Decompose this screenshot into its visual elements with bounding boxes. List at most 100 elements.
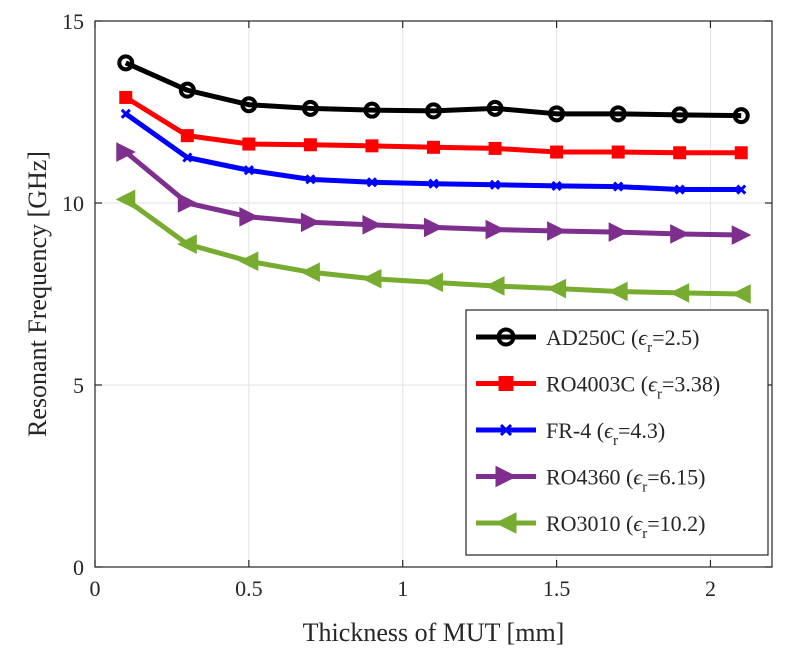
x-tick-label: 2: [705, 576, 716, 601]
data-point: [669, 283, 690, 303]
data-point: [731, 225, 752, 245]
legend-label: RO4360 (ϵr=6.15): [546, 465, 706, 496]
data-point: [673, 146, 687, 160]
x-axis-label: Thickness of MUT [mm]: [303, 618, 565, 647]
legend-subscript: r: [642, 480, 647, 496]
data-point: [546, 278, 567, 299]
legend-name: RO3010 (: [546, 511, 633, 536]
data-point: [424, 217, 444, 238]
data-point: [611, 145, 625, 159]
data-point: [300, 262, 320, 282]
legend-symbol: ϵ: [638, 325, 648, 350]
series-4: [116, 142, 752, 245]
legend-label: RO3010 (ϵr=10.2): [546, 511, 706, 542]
legend-name: AD250C (: [546, 325, 638, 350]
data-point: [361, 268, 382, 289]
data-point: [300, 212, 321, 233]
data-point: [239, 207, 259, 227]
legend-value: =2.5): [652, 325, 699, 350]
data-point: [427, 140, 440, 154]
data-point: [243, 165, 254, 176]
legend-entry: AD250C (ϵr=2.5): [476, 325, 699, 356]
data-point: [177, 234, 197, 254]
data-point: [116, 142, 136, 162]
legend-value: =4.3): [618, 418, 665, 443]
series-line: [124, 60, 742, 119]
x-tick-label: 0: [90, 576, 101, 601]
data-point: [242, 137, 256, 151]
data-point: [547, 221, 567, 241]
data-point: [119, 90, 133, 104]
data-point: [182, 152, 193, 163]
data-point: [613, 181, 624, 192]
legend-label: RO4003C (ϵr=3.38): [546, 372, 720, 403]
data-point: [489, 179, 501, 190]
series-3: [120, 108, 747, 195]
legend-value: =10.2): [647, 511, 705, 536]
legend-entry: RO4003C (ϵr=3.38): [476, 372, 720, 403]
legend-name: RO4360 (: [546, 465, 633, 490]
legend-label: FR-4 (ϵr=4.3): [546, 418, 665, 449]
data-point: [238, 251, 259, 272]
legend-subscript: r: [657, 387, 662, 403]
data-point: [551, 180, 562, 191]
series-2: [119, 90, 748, 160]
data-point: [117, 54, 135, 72]
data-point: [608, 281, 628, 302]
data-point: [305, 174, 316, 185]
legend-subscript: r: [647, 340, 652, 356]
legend-marker: [495, 465, 518, 488]
y-tick-label: 15: [62, 9, 84, 34]
data-point: [485, 219, 506, 240]
legend-entry: RO3010 (ϵr=10.2): [476, 511, 706, 542]
data-point: [671, 106, 689, 124]
legend-marker: [498, 376, 514, 391]
data-point: [736, 184, 747, 195]
data-point: [240, 96, 258, 114]
legend-value: =3.38): [662, 372, 720, 397]
legend-label: AD250C (ϵr=2.5): [546, 325, 699, 356]
data-point: [550, 145, 564, 159]
legend-value: =6.15): [647, 465, 705, 490]
data-point: [363, 101, 381, 119]
data-point: [486, 99, 504, 117]
data-point: [734, 146, 748, 160]
y-tick-label: 0: [73, 555, 84, 580]
legend: AD250C (ϵr=2.5)RO4003C (ϵr=3.38)FR-4 (ϵr…: [465, 309, 769, 556]
data-point: [548, 105, 566, 123]
legend-name: FR-4 (: [546, 418, 604, 443]
data-point: [301, 99, 319, 117]
plot-frame: [94, 20, 773, 568]
legend-marker: [494, 512, 517, 534]
x-tick-label: 1.5: [543, 576, 571, 601]
legend-marker: [496, 327, 516, 347]
data-point: [365, 139, 379, 153]
series-5: [115, 189, 751, 304]
data-point: [731, 284, 751, 304]
data-point: [609, 105, 627, 123]
data-point: [732, 107, 750, 125]
legend-subscript: r: [613, 433, 618, 449]
data-point: [303, 138, 317, 152]
data-point: [362, 215, 383, 235]
data-point: [115, 189, 136, 210]
y-tick-label: 10: [62, 191, 84, 216]
legend-entry: RO4360 (ϵr=6.15): [476, 465, 706, 496]
y-axis-label: Resonant Frequency [GHz]: [23, 151, 52, 437]
data-point: [484, 276, 505, 296]
data-point: [180, 129, 194, 143]
series-group: [115, 54, 752, 304]
legend-name: RO4003C (: [546, 372, 648, 397]
data-point: [120, 108, 131, 119]
legend-symbol: ϵ: [633, 511, 643, 536]
legend-entry: FR-4 (ϵr=4.3): [476, 418, 665, 449]
data-point: [423, 272, 443, 293]
data-point: [428, 178, 439, 189]
series-1: [117, 54, 750, 125]
legend-symbol: ϵ: [648, 372, 658, 397]
data-point: [488, 141, 502, 155]
data-point: [674, 184, 685, 195]
legend-marker: [499, 423, 513, 437]
axis-ticks: 0 0.5 1 1.5 2 0 5 10 15: [62, 9, 772, 601]
